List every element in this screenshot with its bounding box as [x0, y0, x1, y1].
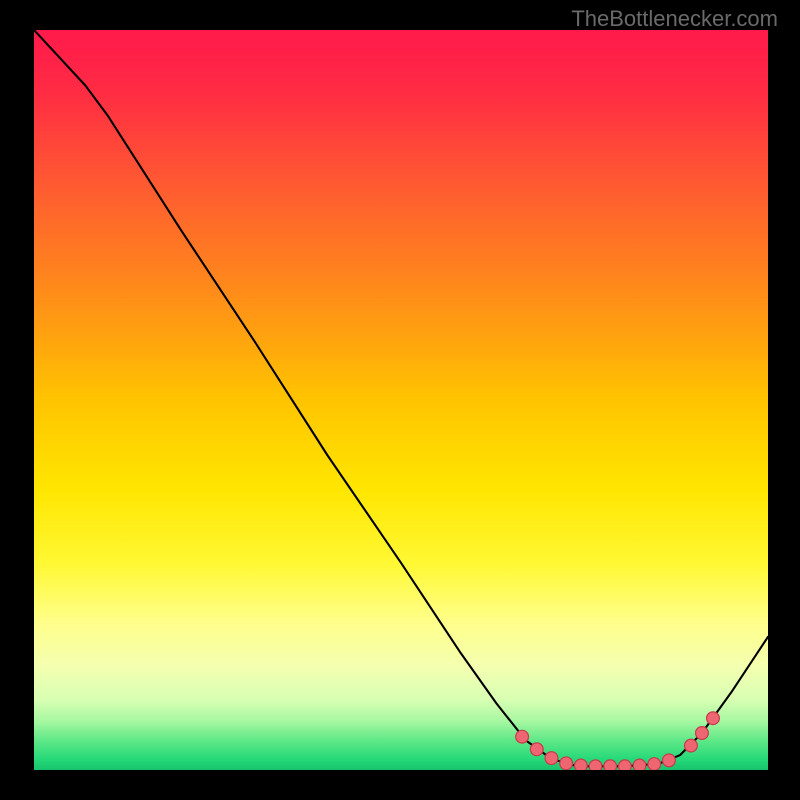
optimal-marker [530, 743, 543, 756]
optimal-marker [707, 712, 720, 725]
chart-stage: TheBottlenecker.com [0, 0, 800, 800]
optimal-marker [589, 760, 602, 770]
optimal-marker [648, 758, 661, 770]
plot-area [34, 30, 768, 770]
optimal-marker [618, 760, 631, 770]
optimal-marker [663, 754, 676, 767]
optimal-marker [685, 739, 698, 752]
chart-overlay-svg [34, 30, 768, 770]
optimal-marker [545, 752, 558, 765]
optimal-marker [560, 757, 573, 770]
optimal-marker [516, 730, 529, 743]
watermark-text: TheBottlenecker.com [571, 6, 778, 32]
optimal-marker [696, 727, 709, 740]
bottleneck-curve [34, 30, 768, 766]
optimal-marker [574, 759, 587, 770]
optimal-marker [633, 759, 646, 770]
optimal-marker [604, 760, 617, 770]
